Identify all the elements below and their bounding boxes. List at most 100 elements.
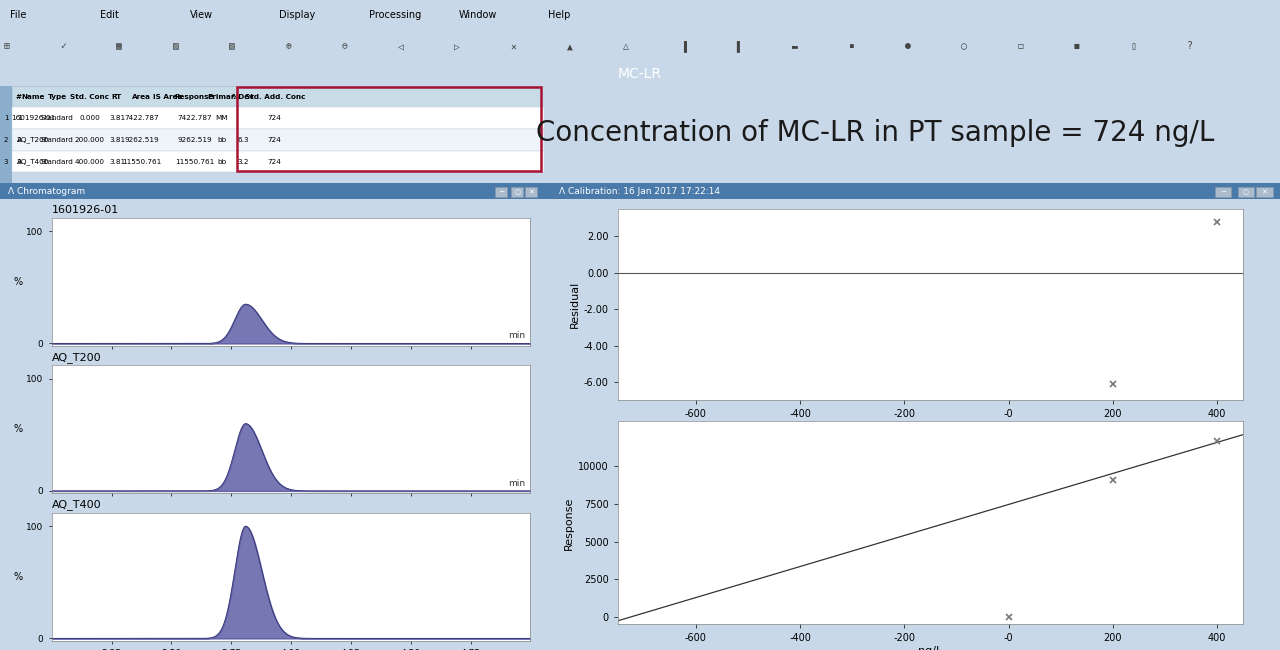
Text: 9262.519: 9262.519 [124,137,159,143]
Text: 9262.519: 9262.519 [177,137,211,143]
Text: ⊕: ⊕ [285,41,292,51]
Bar [12,151,544,172]
Text: Primar.: Primar. [207,94,237,99]
Text: ▬: ▬ [792,41,799,51]
Text: min: min [508,331,526,340]
Bar [0,86,12,183]
Text: ▧: ▧ [229,41,236,51]
Text: ▪: ▪ [849,41,855,51]
Text: Standard: Standard [41,137,73,143]
Text: ✓: ✓ [60,41,67,51]
Text: 3.2: 3.2 [238,159,250,164]
Text: Std. Conc: Std. Conc [70,94,109,99]
Bar [0,183,544,199]
Bar [544,183,1280,199]
Text: AQ_T200: AQ_T200 [51,352,101,363]
Y-axis label: Response: Response [563,496,573,549]
Text: AQ_T400: AQ_T400 [17,158,50,165]
Text: ✕: ✕ [1262,189,1267,195]
Text: ○: ○ [961,41,968,51]
Bar [1238,187,1254,198]
Text: ✕: ✕ [511,41,517,51]
Text: File: File [10,10,27,20]
Text: bb: bb [218,137,227,143]
Bar [1257,187,1272,198]
Text: Area: Area [132,94,151,99]
Text: RT: RT [111,94,122,99]
Text: Λ Chromatogram: Λ Chromatogram [8,187,86,196]
X-axis label: ng/L: ng/L [918,646,942,650]
Text: Standard: Standard [41,159,73,164]
Text: ○: ○ [1243,189,1249,195]
Bar [1215,187,1231,198]
Text: #: # [15,94,22,99]
Text: AQ_T200: AQ_T200 [17,136,50,144]
Text: MM: MM [215,115,228,122]
Text: ─: ─ [499,189,503,195]
Text: Edit: Edit [100,10,119,20]
Text: View: View [189,10,212,20]
Text: ◼: ◼ [1074,41,1080,51]
Text: Display: Display [279,10,315,20]
Text: 400.000: 400.000 [74,159,105,164]
Text: 11550.761: 11550.761 [122,159,161,164]
Y-axis label: %: % [13,572,22,582]
Text: bb: bb [218,159,227,164]
Text: 1: 1 [4,115,8,122]
X-axis label: ng/L: ng/L [918,422,942,432]
Text: 724: 724 [268,115,282,122]
Text: ▷: ▷ [454,41,461,51]
Text: 1601926-01: 1601926-01 [51,205,119,215]
Text: Λ Calibration: 16 Jan 2017 17:22:14: Λ Calibration: 16 Jan 2017 17:22:14 [559,187,719,196]
Text: Help: Help [548,10,570,20]
Text: 11550.761: 11550.761 [175,159,214,164]
Text: 6.3: 6.3 [238,137,250,143]
Bar [511,187,524,198]
Text: ▯: ▯ [1130,41,1137,51]
Text: ▌: ▌ [736,40,742,52]
Text: AQ_T400: AQ_T400 [51,499,101,510]
Text: ▦: ▦ [116,41,123,51]
Text: MC-LR: MC-LR [618,67,662,81]
Text: 1: 1 [17,115,22,122]
Text: Response: Response [175,94,214,99]
Text: 3.81: 3.81 [109,115,125,122]
Text: ✕: ✕ [529,189,534,195]
Text: Concentration of MC-LR in PT sample = 724 ng/L: Concentration of MC-LR in PT sample = 72… [536,118,1215,147]
Text: ▐: ▐ [680,40,686,52]
Y-axis label: Residual: Residual [570,281,580,328]
Bar [237,86,541,172]
Bar [525,187,536,198]
Text: 2: 2 [17,137,22,143]
Text: Window: Window [458,10,497,20]
Text: 3: 3 [4,159,8,164]
Text: %Dev: %Dev [232,94,255,99]
Text: Processing: Processing [369,10,421,20]
Y-axis label: %: % [13,277,22,287]
Text: ◁: ◁ [398,41,404,51]
Text: 3: 3 [17,159,22,164]
Text: 1601926-01: 1601926-01 [12,115,55,122]
Text: 7422.787: 7422.787 [177,115,211,122]
Text: 3.81: 3.81 [109,137,125,143]
Text: 2: 2 [4,137,8,143]
Text: min: min [508,478,526,488]
Text: ⊖: ⊖ [342,41,348,51]
Text: Type: Type [47,94,67,99]
Text: ◻: ◻ [1018,41,1024,51]
Text: 724: 724 [268,159,282,164]
Text: 724: 724 [268,137,282,143]
Text: ─: ─ [1221,189,1225,195]
Bar [12,129,544,151]
Text: 200.000: 200.000 [74,137,105,143]
Text: IS Area: IS Area [152,94,182,99]
Bar [12,107,544,129]
Text: Standard: Standard [41,115,73,122]
Bar [495,187,507,198]
Text: 3.81: 3.81 [109,159,125,164]
Text: ⊞: ⊞ [4,41,10,51]
Text: ▨: ▨ [173,41,179,51]
Bar [12,86,544,107]
Text: 7422.787: 7422.787 [124,115,159,122]
Text: △: △ [623,41,630,51]
